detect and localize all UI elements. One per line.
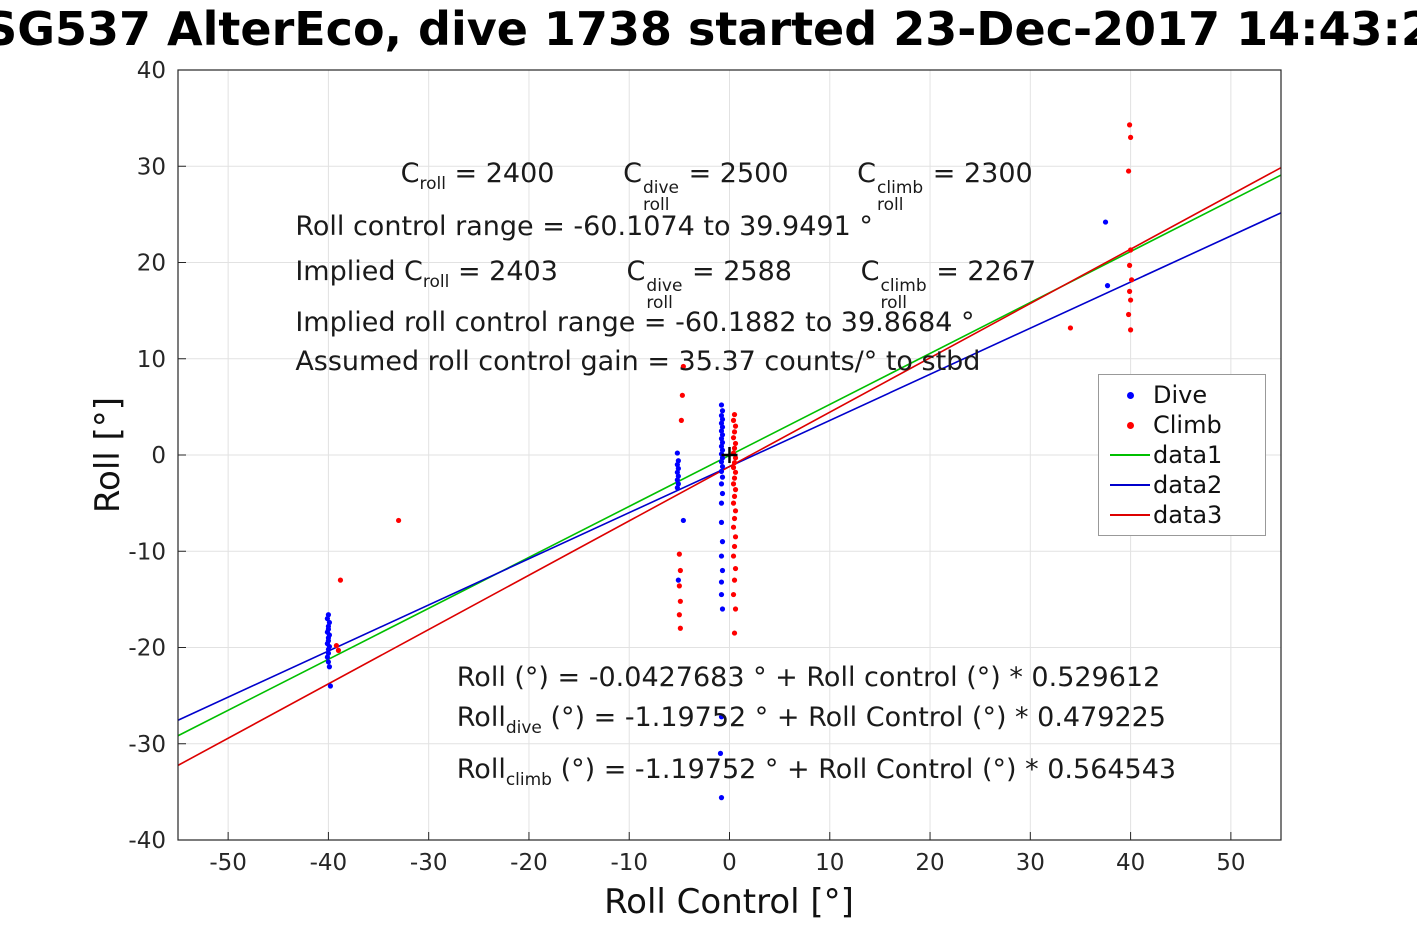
x-tick-label: 0 bbox=[722, 850, 737, 876]
x-tick-label: 30 bbox=[1016, 850, 1045, 876]
x-tick-label: -40 bbox=[310, 850, 348, 876]
legend-label: Dive bbox=[1153, 381, 1208, 409]
y-tick-label: -40 bbox=[128, 828, 166, 854]
legend-item-data2: data2 bbox=[1099, 470, 1265, 500]
legend-item-climb: Climb bbox=[1099, 410, 1265, 440]
center-plus-marker bbox=[721, 447, 738, 463]
legend-box: Dive Climb data1 data2 data3 bbox=[1098, 374, 1266, 536]
legend-label: Climb bbox=[1153, 411, 1222, 439]
legend-dot-marker bbox=[1107, 391, 1153, 399]
y-tick-label: -30 bbox=[128, 732, 166, 758]
chart-title: SG537 AlterEco, dive 1738 started 23-Dec… bbox=[0, 2, 1417, 56]
sup-sub-stack: dive roll bbox=[642, 177, 679, 215]
legend-label: data1 bbox=[1153, 441, 1223, 469]
y-tick-label: -20 bbox=[128, 636, 166, 662]
annotation-line: Implied roll control range = -60.1882 to… bbox=[295, 307, 975, 339]
y-tick-label: 0 bbox=[151, 443, 166, 469]
annotation-line: Roll control range = -60.1074 to 39.9491… bbox=[295, 210, 873, 242]
y-tick-label: 10 bbox=[137, 347, 166, 373]
scatter-series-climb bbox=[333, 122, 1135, 653]
legend-dot-marker bbox=[1107, 421, 1153, 429]
x-tick-label: -10 bbox=[610, 850, 648, 876]
y-tick-label: 30 bbox=[137, 154, 166, 180]
subscript: roll bbox=[422, 272, 450, 293]
y-axis-label: Roll [°] bbox=[88, 396, 128, 514]
annotation-line: Rollclimb (°) = -1.19752 ° + Roll Contro… bbox=[456, 753, 1177, 790]
legend-line-marker bbox=[1107, 514, 1153, 516]
x-tick-label: 50 bbox=[1216, 850, 1245, 876]
y-tick-label: 20 bbox=[137, 251, 166, 277]
x-tick-label: 40 bbox=[1116, 850, 1145, 876]
legend-label: data3 bbox=[1153, 501, 1223, 529]
y-tick-label: -10 bbox=[128, 539, 166, 565]
scatter-series-dive bbox=[324, 219, 1111, 801]
x-tick-label: -20 bbox=[510, 850, 548, 876]
fit-line-data3 bbox=[177, 166, 1282, 767]
annotation-line: Assumed roll control gain = 35.37 counts… bbox=[295, 345, 981, 377]
legend-label: data2 bbox=[1153, 471, 1223, 499]
sup-sub-stack: climb roll bbox=[877, 177, 924, 215]
subscript: roll bbox=[419, 173, 446, 194]
axes: -50 -40 -30 -20 -10 0 10 20 30 40 50 -40 -30 -20 -10 0 1… bbox=[128, 58, 1282, 876]
x-tick-label: 20 bbox=[915, 850, 944, 876]
legend-line-marker bbox=[1107, 484, 1153, 486]
subscript: dive bbox=[505, 717, 542, 738]
legend-item-data3: data3 bbox=[1099, 500, 1265, 530]
x-tick-label: -30 bbox=[410, 850, 448, 876]
chart-title-text: SG537 AlterEco, dive 1738 started 23-Dec… bbox=[0, 2, 1417, 56]
sup-sub-stack: climb roll bbox=[880, 276, 927, 314]
sup-sub-stack: dive roll bbox=[646, 276, 683, 314]
x-tick-label: 10 bbox=[815, 850, 844, 876]
x-axis-label: Roll Control [°] bbox=[604, 882, 854, 922]
annotation-line: Roll (°) = -0.0427683 ° + Roll control (… bbox=[456, 662, 1161, 694]
x-tick-label: -50 bbox=[209, 850, 247, 876]
legend-item-dive: Dive bbox=[1099, 380, 1265, 410]
y-tick-label: 40 bbox=[137, 58, 166, 84]
annotation-line: Rolldive (°) = -1.19752 ° + Roll Control… bbox=[456, 701, 1166, 738]
legend-line-marker bbox=[1107, 454, 1153, 456]
subscript: climb bbox=[505, 769, 552, 790]
legend-item-data1: data1 bbox=[1099, 440, 1265, 470]
